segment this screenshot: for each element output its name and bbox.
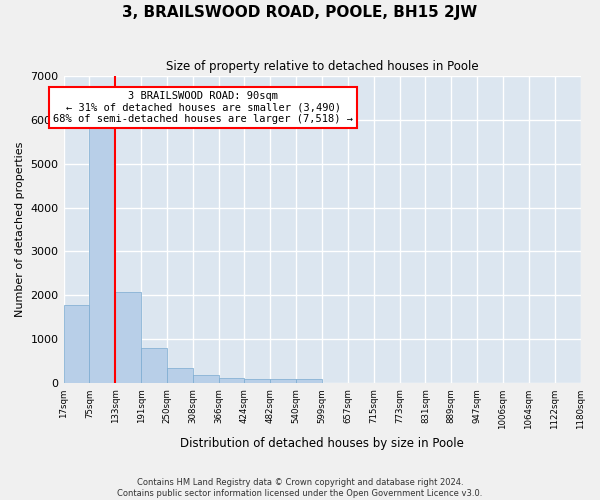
Bar — [296, 380, 322, 384]
Text: 3 BRAILSWOOD ROAD: 90sqm
← 31% of detached houses are smaller (3,490)
68% of sem: 3 BRAILSWOOD ROAD: 90sqm ← 31% of detach… — [53, 91, 353, 124]
Y-axis label: Number of detached properties: Number of detached properties — [15, 142, 25, 317]
Bar — [115, 292, 141, 384]
Text: 3, BRAILSWOOD ROAD, POOLE, BH15 2JW: 3, BRAILSWOOD ROAD, POOLE, BH15 2JW — [122, 5, 478, 20]
X-axis label: Distribution of detached houses by size in Poole: Distribution of detached houses by size … — [180, 437, 464, 450]
Text: Contains HM Land Registry data © Crown copyright and database right 2024.
Contai: Contains HM Land Registry data © Crown c… — [118, 478, 482, 498]
Bar — [271, 379, 296, 384]
Bar — [193, 374, 218, 384]
Bar — [167, 368, 193, 384]
Bar — [218, 378, 244, 384]
Bar — [64, 305, 89, 384]
Bar — [89, 128, 115, 384]
Bar — [244, 378, 271, 384]
Title: Size of property relative to detached houses in Poole: Size of property relative to detached ho… — [166, 60, 478, 73]
Bar — [141, 348, 167, 384]
